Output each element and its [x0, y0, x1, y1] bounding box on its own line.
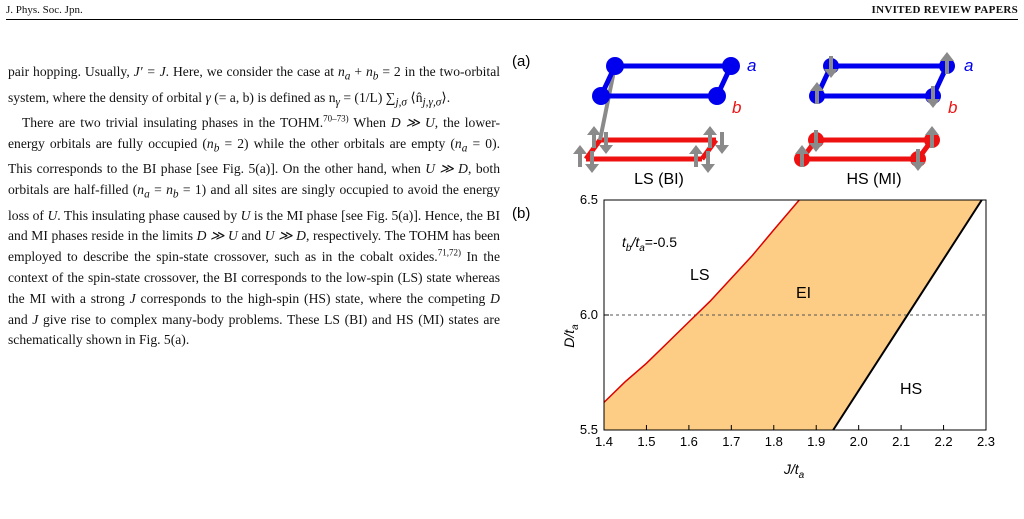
- x-tick-label: 2.2: [935, 434, 953, 449]
- ls-spin-pairs: [573, 126, 729, 173]
- y-tick-label: 6.0: [580, 307, 598, 322]
- x-tick-label: 1.6: [680, 434, 698, 449]
- region-ei-label: EI: [796, 285, 811, 302]
- ls-a-label: a: [747, 56, 756, 75]
- panel-a-label: (a): [512, 53, 530, 70]
- hs-lattice: a b HS (MI): [794, 52, 973, 188]
- region-hs-label: HS: [900, 381, 922, 398]
- hs-a-label: a: [964, 56, 973, 75]
- hs-caption: HS (MI): [846, 171, 901, 188]
- x-tick-label: 1.7: [722, 434, 740, 449]
- y-tick-label: 5.5: [580, 422, 598, 437]
- ls-caption: LS (BI): [634, 171, 684, 188]
- journal-name: J. Phys. Soc. Jpn.: [6, 4, 83, 16]
- ls-ei-boundary: [603, 199, 800, 403]
- paragraph-1: pair hopping. Usually, J′ = J. Here, we …: [8, 64, 501, 109]
- x-tick-label: 2.0: [850, 434, 868, 449]
- ls-b-orbital-plane: [583, 137, 719, 162]
- x-tick-label: 2.1: [892, 434, 910, 449]
- y-ticks: 5.5 6.0 6.5: [580, 192, 609, 437]
- section-name: INVITED REVIEW PAPERS: [871, 4, 1018, 16]
- paragraph-2: There are two trivial insulating phases …: [8, 113, 501, 348]
- phase-diagram: 1.4 1.5 1.6 1.7 1.8 1.9 2.0 2.1 2.2 2.3 5.5 6.0 6.5…: [561, 192, 995, 481]
- ei-hs-boundary: [832, 199, 983, 431]
- running-header: J. Phys. Soc. Jpn. INVITED REVIEW PAPERS: [6, 0, 1018, 20]
- ls-vertical-links: [598, 65, 617, 141]
- x-axis-label: J/ta: [783, 461, 805, 481]
- param-label: tb/ta=-0.5: [622, 234, 677, 254]
- header-rule: [6, 19, 1018, 20]
- x-tick-label: 1.9: [807, 434, 825, 449]
- y-tick-label: 6.5: [580, 192, 598, 207]
- citation: 71,72): [437, 247, 461, 258]
- x-tick-label: 1.8: [765, 434, 783, 449]
- figure-svg: (a): [512, 52, 995, 481]
- x-tick-label: 1.5: [637, 434, 655, 449]
- citation: 70–73): [323, 113, 349, 124]
- ls-a-sites: [592, 57, 740, 105]
- figure-5: (a): [512, 44, 1012, 514]
- body-text-column: pair hopping. Usually, J′ = J. Here, we …: [8, 62, 500, 351]
- region-ls-label: LS: [690, 267, 710, 284]
- x-tick-label: 2.3: [977, 434, 995, 449]
- ls-lattice: a b LS (BI): [573, 56, 756, 188]
- panel-b-label: (b): [512, 205, 530, 222]
- hs-b-label: b: [948, 98, 957, 117]
- ls-b-label: b: [732, 98, 741, 117]
- x-tick-label: 1.4: [595, 434, 613, 449]
- hs-spins: [795, 52, 954, 171]
- x-ticks: 1.4 1.5 1.6 1.7 1.8 1.9 2.0 2.1 2.2 2.3: [595, 425, 995, 449]
- y-axis-label: D/ta: [561, 324, 581, 348]
